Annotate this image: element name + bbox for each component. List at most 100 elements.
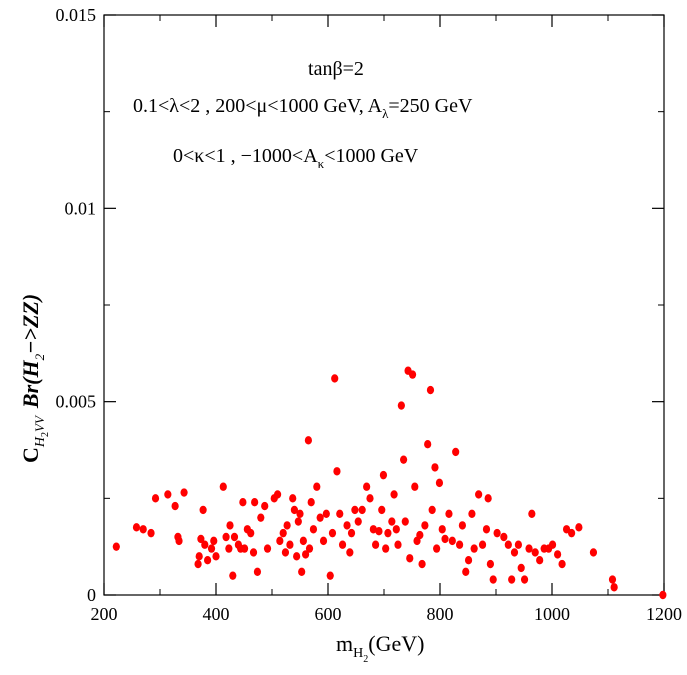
data-point bbox=[283, 521, 291, 530]
data-point bbox=[388, 517, 396, 526]
annotation-tanbeta: tanβ=2 bbox=[308, 58, 364, 80]
y-axis-label-br-tail: −>ZZ) bbox=[18, 294, 43, 354]
data-point bbox=[226, 521, 234, 530]
data-point bbox=[229, 571, 237, 580]
data-point bbox=[363, 482, 371, 491]
data-point bbox=[441, 534, 449, 544]
annotation-lambda-value: =250 GeV bbox=[388, 95, 473, 117]
data-point bbox=[528, 509, 536, 518]
data-point bbox=[253, 567, 262, 576]
data-point bbox=[247, 528, 255, 538]
data-point bbox=[366, 494, 374, 503]
data-point bbox=[608, 575, 617, 584]
data-point bbox=[249, 548, 258, 557]
data-point bbox=[375, 527, 383, 536]
data-point bbox=[326, 571, 334, 580]
data-point bbox=[313, 482, 321, 491]
data-point bbox=[351, 505, 359, 515]
y-axis-label-br-sub: 2 bbox=[32, 353, 47, 360]
data-point bbox=[408, 370, 417, 379]
data-point bbox=[281, 548, 290, 557]
data-point bbox=[482, 525, 491, 534]
x-axis-label-sub-2: 2 bbox=[363, 654, 368, 665]
data-point bbox=[468, 509, 476, 518]
data-point bbox=[517, 563, 525, 573]
x-tick-label: 400 bbox=[203, 604, 230, 624]
y-axis-label-sub-vv: VV bbox=[32, 414, 47, 432]
data-point bbox=[358, 505, 366, 515]
data-point bbox=[390, 490, 398, 499]
data-point bbox=[151, 494, 160, 503]
data-point bbox=[382, 544, 390, 553]
y-axis-label-br: Br(H bbox=[18, 360, 43, 410]
data-point bbox=[230, 532, 239, 542]
data-point bbox=[147, 528, 155, 538]
data-point bbox=[433, 544, 441, 553]
data-point bbox=[225, 544, 233, 553]
axis-tick-labels: 200 400 600 800 1000 1200 0 0.005 0.01 0.015 bbox=[56, 5, 683, 624]
annotation-kappa-sub: κ bbox=[318, 156, 325, 171]
data-point bbox=[299, 536, 307, 546]
data-point bbox=[500, 532, 508, 542]
x-tick-label: 200 bbox=[91, 604, 118, 624]
data-points bbox=[112, 366, 667, 600]
data-point bbox=[251, 498, 259, 507]
data-point bbox=[279, 528, 287, 538]
data-point bbox=[510, 548, 519, 557]
x-tick-label: 1000 bbox=[534, 604, 570, 624]
data-point bbox=[406, 554, 414, 563]
data-point bbox=[219, 482, 227, 491]
x-axis-label: mH2(GeV) bbox=[336, 631, 424, 665]
annotation-lambda-mu: 0.1<λ<2 , 200<μ<1000 GeV, Aλ=250 GeV bbox=[133, 95, 473, 121]
data-point bbox=[536, 556, 544, 565]
data-point bbox=[112, 542, 120, 551]
data-point bbox=[164, 490, 172, 499]
data-point bbox=[438, 525, 446, 534]
data-point bbox=[493, 528, 501, 538]
y-tick-label: 0.005 bbox=[56, 392, 97, 412]
data-point bbox=[589, 548, 598, 557]
data-point bbox=[289, 494, 297, 503]
data-point bbox=[475, 490, 483, 499]
data-point bbox=[558, 559, 566, 569]
data-point bbox=[195, 552, 203, 561]
data-point bbox=[207, 544, 216, 553]
data-point bbox=[309, 525, 318, 534]
data-point bbox=[504, 540, 512, 549]
data-point bbox=[239, 498, 247, 507]
y-axis-label: CH2VVBr(H2−>ZZ) bbox=[18, 294, 51, 463]
data-point bbox=[397, 401, 405, 410]
data-point bbox=[286, 540, 294, 549]
data-point bbox=[316, 513, 324, 522]
data-point bbox=[379, 470, 388, 480]
y-axis-label-sub-2: 2 bbox=[40, 432, 51, 437]
y-tick-label: 0 bbox=[87, 585, 96, 605]
data-point bbox=[464, 556, 473, 565]
y-axis-label-sub-h: H bbox=[33, 436, 48, 448]
data-point bbox=[508, 575, 516, 584]
data-point bbox=[448, 536, 456, 546]
data-point bbox=[400, 455, 408, 464]
data-point bbox=[328, 528, 337, 538]
data-point bbox=[276, 536, 284, 546]
data-point bbox=[175, 536, 183, 546]
data-point bbox=[336, 509, 344, 518]
data-point bbox=[431, 463, 439, 472]
annotation-kappa-value: <1000 GeV bbox=[324, 145, 419, 167]
data-point bbox=[302, 550, 310, 559]
data-point bbox=[392, 525, 400, 534]
data-point bbox=[257, 513, 265, 522]
data-point bbox=[489, 575, 497, 584]
data-point bbox=[194, 559, 202, 569]
data-point bbox=[298, 567, 306, 576]
data-point bbox=[290, 505, 298, 515]
data-point bbox=[568, 528, 576, 538]
data-point bbox=[222, 532, 230, 542]
data-point bbox=[401, 517, 409, 526]
x-tick-label: 1200 bbox=[646, 604, 682, 624]
data-point bbox=[171, 501, 179, 511]
data-point bbox=[240, 544, 249, 553]
data-point bbox=[610, 583, 618, 592]
data-point bbox=[411, 482, 419, 491]
data-point bbox=[435, 478, 444, 488]
